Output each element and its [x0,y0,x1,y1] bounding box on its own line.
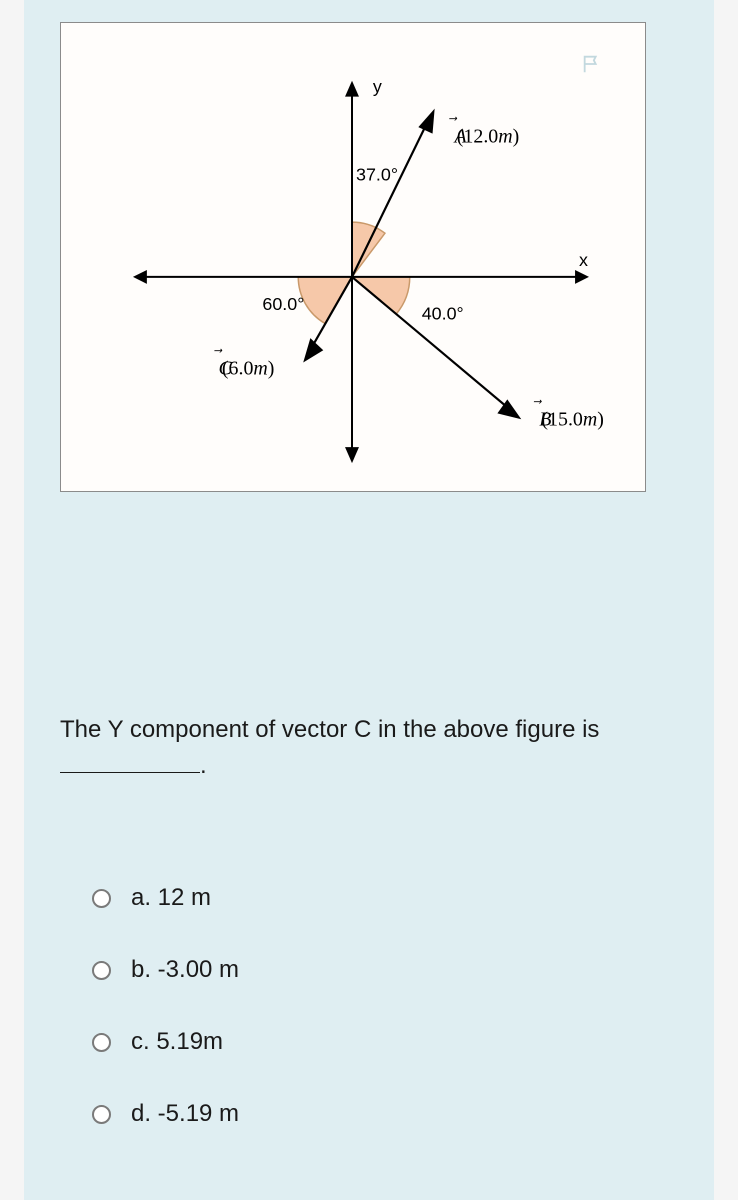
vector-c-label: C⃗(6.0m) [214,349,275,380]
vector-b [352,277,513,412]
option-a[interactable]: a. 12 m [92,884,678,912]
option-b[interactable]: b. -3.00 m [92,956,678,984]
vector-c-arrow [303,338,324,364]
radio-c[interactable] [92,1033,111,1052]
question-panel: y x 37.0° 40.0° 60.0° A⃗(12.0m) B⃗(15.0m… [24,0,714,1200]
angle-wedge-b [352,277,410,314]
angle-wedge-c [298,277,352,324]
angle-label-c: 60.0° [262,294,304,314]
x-axis-arrow-right [575,270,589,284]
radio-a[interactable] [92,889,111,908]
angle-label-a: 37.0° [356,164,398,184]
vector-diagram: y x 37.0° 40.0° 60.0° A⃗(12.0m) B⃗(15.0m… [60,22,646,492]
option-d-label: d. -5.19 m [131,1100,239,1128]
option-d[interactable]: d. -5.19 m [92,1100,678,1128]
y-axis-label: y [373,77,382,97]
vector-diagram-svg: y x 37.0° 40.0° 60.0° A⃗(12.0m) B⃗(15.0m… [61,23,645,491]
answer-blank [60,772,200,773]
radio-d[interactable] [92,1105,111,1124]
angle-label-b: 40.0° [422,304,464,324]
radio-b[interactable] [92,961,111,980]
vector-a-label: A⃗(12.0m) [449,117,519,148]
option-c[interactable]: c. 5.19m [92,1028,678,1056]
option-c-label: c. 5.19m [131,1028,223,1056]
y-axis-arrow-down [345,447,359,463]
options-list: a. 12 m b. -3.00 m c. 5.19m d. -5.19 m [60,884,678,1128]
option-a-label: a. 12 m [131,884,211,912]
vector-a [352,118,430,277]
y-axis-arrow-up [345,81,359,97]
question-text: The Y component of vector C in the above… [60,712,678,784]
x-axis-label: x [579,250,588,270]
vector-a-arrow [418,109,436,134]
flag-icon[interactable] [581,53,603,81]
question-text-content: The Y component of vector C in the above… [60,716,599,743]
option-b-label: b. -3.00 m [131,956,239,984]
vector-b-label: B⃗(15.0m) [533,399,603,430]
x-axis-arrow-left [133,270,147,284]
